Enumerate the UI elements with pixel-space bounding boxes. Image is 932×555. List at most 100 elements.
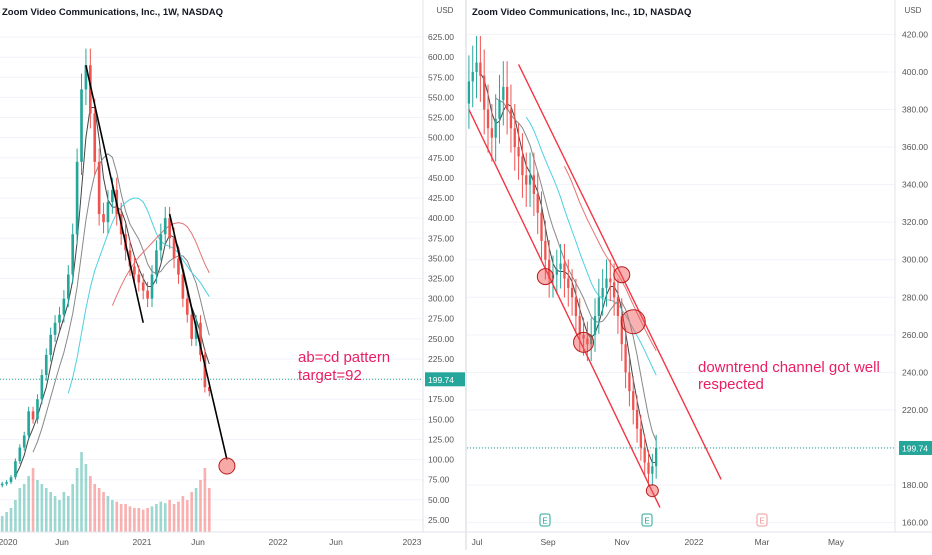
candle-body	[479, 62, 482, 76]
daily-annotation-line-1: downtrend channel got well	[698, 359, 880, 376]
y-tick-label: 125.00	[428, 434, 454, 444]
y-tick-label: 450.00	[428, 173, 454, 183]
daily-y-axis[interactable]: USD 420.00 400.00 380.00 360.00 340.00 320.00…	[894, 0, 932, 550]
volume-bar	[44, 488, 48, 532]
daily-x-axis[interactable]: Jul Sep Nov 2022 Mar May	[467, 531, 932, 547]
candle-body	[203, 354, 207, 388]
y-tick-label: 625.00	[428, 32, 454, 42]
candle-body	[540, 212, 543, 241]
candle-body	[150, 274, 154, 299]
moving-average-line	[525, 116, 657, 376]
x-tick-label: May	[828, 537, 845, 547]
daily-touch-points	[536, 266, 659, 498]
volume-bar	[49, 492, 52, 532]
candle-body	[590, 334, 593, 345]
candle-body	[555, 269, 558, 275]
candle-body	[36, 399, 39, 420]
candle-body	[635, 409, 639, 429]
weekly-x-axis[interactable]: 2020 Jun 2021 Jun 2022 Jun 2023	[0, 531, 466, 547]
volume-bar	[5, 512, 8, 532]
volume-bar	[80, 452, 83, 532]
candle-body	[570, 287, 574, 298]
volume-bar	[124, 504, 127, 532]
earnings-marker-icon	[641, 513, 653, 527]
daily-gridlines	[467, 33, 895, 524]
candle-body	[106, 202, 110, 223]
candle-body	[128, 250, 132, 267]
volume-bar	[163, 503, 167, 532]
y-tick-label: 100.00	[428, 455, 454, 465]
volume-bar	[172, 504, 176, 532]
candle-body	[563, 263, 566, 279]
candle-body	[66, 274, 70, 299]
volume-bar	[133, 508, 136, 532]
earnings-marker-label: E	[759, 517, 764, 526]
weekly-trendlines	[85, 65, 236, 475]
candle-body	[199, 322, 202, 355]
volume-bar	[75, 468, 79, 532]
candle-body	[146, 290, 149, 299]
y-tick-label: 250.00	[428, 334, 454, 344]
weekly-y-axis[interactable]: USD 625.00 600.00 575.00 550.00 525.00 500.00…	[422, 0, 466, 550]
x-tick-label: Jun	[191, 537, 205, 547]
x-tick-label: Sep	[540, 537, 555, 547]
candle-body	[532, 175, 536, 194]
candle-body	[467, 81, 471, 104]
candle-body	[44, 354, 48, 376]
weekly-chart-title: Zoom Video Communications, Inc., 1W, NAS…	[2, 7, 223, 18]
volume-bar	[168, 500, 171, 532]
volume-bar	[36, 480, 39, 532]
candle-body	[49, 334, 52, 355]
volume-bar	[155, 504, 158, 532]
candle-body	[559, 263, 562, 270]
volume-bar	[119, 504, 123, 532]
y-tick-label: 475.00	[428, 153, 454, 163]
volume-bar	[177, 501, 180, 532]
y-tick-label: 260.00	[902, 330, 928, 340]
volume-bar	[0, 516, 4, 532]
y-tick-label: 340.00	[902, 180, 928, 190]
volume-bar	[146, 508, 149, 532]
candle-body	[97, 161, 101, 215]
last-price-badge-bg	[899, 440, 932, 455]
volume-bar	[84, 464, 88, 532]
channel-touch-marker	[613, 266, 631, 284]
y-tick-label: 275.00	[428, 314, 454, 324]
candle-body	[190, 314, 193, 339]
volume-bar	[27, 476, 30, 532]
earnings-marker-label: E	[644, 517, 649, 526]
candle-body	[502, 86, 505, 101]
volume-bar	[66, 496, 70, 532]
y-tick-label: 150.00	[428, 414, 454, 424]
candle-body	[513, 128, 516, 148]
volume-bar	[190, 492, 193, 532]
volume-bar	[22, 484, 26, 532]
volume-bar	[185, 500, 189, 532]
weekly-volume-bars	[0, 452, 211, 532]
candle-body	[9, 477, 13, 483]
candle-body	[528, 175, 532, 185]
channel-touch-marker	[536, 268, 554, 286]
volume-bar	[97, 488, 101, 532]
volume-bar	[181, 496, 185, 532]
volume-bar	[53, 496, 57, 532]
daily-candles	[467, 35, 658, 487]
candle-body	[509, 109, 513, 129]
volume-bar	[58, 500, 61, 532]
y-tick-label: 300.00	[902, 255, 928, 265]
y-tick-label: 400.00	[428, 213, 454, 223]
candle-body	[18, 447, 22, 462]
daily-y-axis-unit: USD	[905, 6, 922, 15]
y-tick-label: 175.00	[428, 394, 454, 404]
candle-body	[53, 322, 57, 335]
last-price-badge-text: 199.74	[902, 443, 928, 453]
volume-bar	[62, 492, 66, 532]
volume-bar	[93, 484, 97, 532]
volume-bar	[18, 488, 22, 532]
candle-body	[137, 274, 141, 283]
y-tick-label: 500.00	[428, 133, 454, 143]
daily-chart-panel: E E E Zoom Video Communications, Inc., 1D,…	[467, 0, 932, 550]
y-tick-label: 240.00	[902, 367, 928, 377]
y-tick-label: 180.00	[902, 480, 928, 490]
